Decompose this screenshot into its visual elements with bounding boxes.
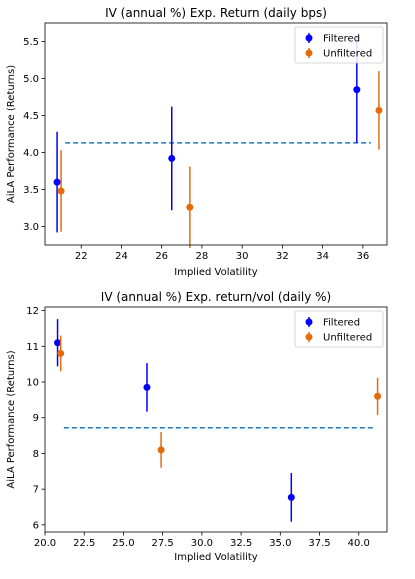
data-point (168, 154, 176, 162)
data-point (157, 446, 165, 454)
chart-1: IV (annual %) Exp. Return (daily bps) 22 2… (6, 6, 388, 278)
chart-2: IV (annual %) Exp. return/vol (daily %) 2… (6, 290, 388, 563)
data-point (353, 86, 361, 94)
x-axis-label: Implied Volatility (174, 267, 258, 278)
chart-title: IV (annual %) Exp. return/vol (daily %) (101, 290, 331, 304)
legend-marker (305, 318, 313, 326)
legend-marker (305, 34, 313, 42)
chart-title: IV (annual %) Exp. Return (daily bps) (105, 6, 327, 20)
y-tick-label: 5.0 (23, 74, 39, 85)
y-tick-label: 7 (33, 485, 39, 496)
x-tick-label: 35.0 (269, 538, 291, 549)
x-tick-label: 25.0 (112, 538, 134, 549)
data-point (57, 187, 65, 195)
x-tick-label: 26 (155, 251, 168, 262)
y-tick-label: 10 (26, 378, 39, 389)
legend-label: Filtered (323, 318, 360, 329)
series-filtered (54, 319, 295, 522)
data-point (375, 106, 383, 114)
data-point (143, 383, 151, 391)
legend-box (294, 310, 384, 348)
y-tick-label: 8 (33, 449, 39, 460)
legend-label: Unfiltered (323, 333, 372, 344)
data-point (54, 339, 62, 347)
series-unfiltered (57, 335, 382, 468)
x-tick-label: 40.0 (348, 538, 370, 549)
data-point (57, 349, 65, 357)
legend: Filtered Unfiltered (294, 310, 384, 348)
x-tick-label: 34 (316, 251, 329, 262)
y-tick-label: 3.0 (23, 222, 39, 233)
x-tick-label: 37.5 (308, 538, 330, 549)
plot-frame (44, 306, 388, 533)
x-tick-label: 20.0 (34, 538, 56, 549)
plot-frame (44, 22, 388, 246)
y-axis-label: AiLA Performance (Returns) (6, 65, 17, 203)
legend-marker (305, 49, 313, 57)
legend-box (294, 26, 384, 64)
series-unfiltered (57, 71, 383, 248)
legend-marker (305, 333, 313, 341)
y-tick-label: 6 (33, 520, 39, 531)
y-tick-label: 9 (33, 413, 39, 424)
x-tick-label: 24 (115, 251, 128, 262)
y-axis-label: AiLA Performance (Returns) (6, 350, 17, 488)
y-tick-label: 11 (26, 342, 39, 353)
y-tick-label: 3.5 (23, 185, 39, 196)
x-tick-label: 28 (196, 251, 209, 262)
y-tick-label: 4.5 (23, 111, 39, 122)
data-point (287, 493, 295, 501)
y-tick-label: 5.5 (23, 37, 39, 48)
x-tick-label: 27.5 (152, 538, 174, 549)
legend: Filtered Unfiltered (294, 26, 384, 64)
data-point (186, 203, 194, 211)
legend-label: Filtered (323, 34, 360, 45)
y-tick-label: 4.0 (23, 148, 39, 159)
x-tick-label: 32.5 (230, 538, 252, 549)
x-tick-label: 32 (276, 251, 289, 262)
y-tick-label: 12 (26, 306, 39, 317)
data-point (53, 178, 61, 186)
x-tick-label: 30.0 (191, 538, 213, 549)
data-point (374, 392, 382, 400)
x-tick-label: 36 (356, 251, 369, 262)
x-tick-label: 30 (236, 251, 249, 262)
x-tick-label: 22 (75, 251, 88, 262)
x-tick-label: 22.5 (73, 538, 95, 549)
series-filtered (53, 36, 361, 233)
legend-label: Unfiltered (323, 49, 372, 60)
x-axis-label: Implied Volatility (174, 552, 258, 563)
